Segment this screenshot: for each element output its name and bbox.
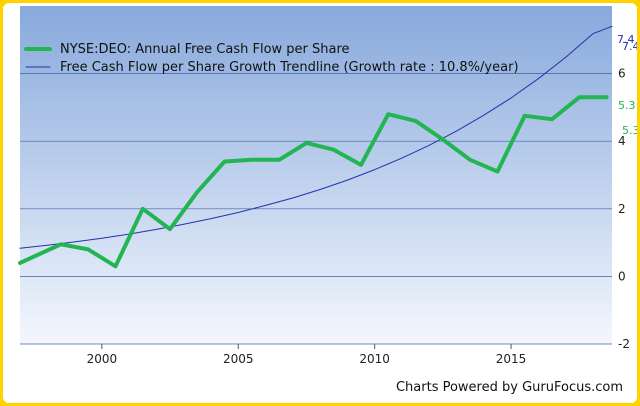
grid-lines <box>20 73 612 345</box>
end-value-label: 7.4 <box>617 33 635 46</box>
x-tick-label: 2010 <box>359 352 390 366</box>
y-tick-label: 0 <box>618 269 626 283</box>
fcf-series-line <box>18 95 609 269</box>
fcf-chart: 2000 2005 2010 2015 -2 0 2 4 6 NYSE:DEO: Annual… <box>18 6 637 366</box>
y-axis: -2 0 2 4 6 <box>618 67 630 351</box>
y-tick-label: 6 <box>618 67 626 81</box>
x-tick-label: 2015 <box>496 352 527 366</box>
chart-credit[interactable]: Charts Powered by GuruFocus.com <box>395 380 623 395</box>
x-tick-label: 2000 <box>87 352 118 366</box>
end-value-label: 5.3 <box>622 124 637 137</box>
legend-label[interactable]: NYSE:DEO: Annual Free Cash Flow per Shar… <box>60 42 350 57</box>
series-layer <box>18 25 613 269</box>
legend: NYSE:DEO: Annual Free Cash Flow per Shar… <box>24 42 519 75</box>
end-value-label: 7.4 <box>622 40 637 53</box>
x-tick-label: 2005 <box>223 352 254 366</box>
legend-label[interactable]: Free Cash Flow per Share Growth Trendlin… <box>60 60 519 75</box>
end-value-label: 5.3 <box>618 99 636 112</box>
y-tick-label: 4 <box>618 134 626 148</box>
y-tick-label: 2 <box>618 202 626 216</box>
plot-area <box>20 6 612 344</box>
end-labels: 5.3 5.3 7.47.4 <box>617 33 637 137</box>
trendline <box>19 25 613 249</box>
x-axis: 2000 2005 2010 2015 <box>87 344 527 366</box>
y-tick-label: -2 <box>618 337 630 351</box>
chart-frame: 2000 2005 2010 2015 -2 0 2 4 6 NYSE:DEO: Annual… <box>3 3 637 403</box>
